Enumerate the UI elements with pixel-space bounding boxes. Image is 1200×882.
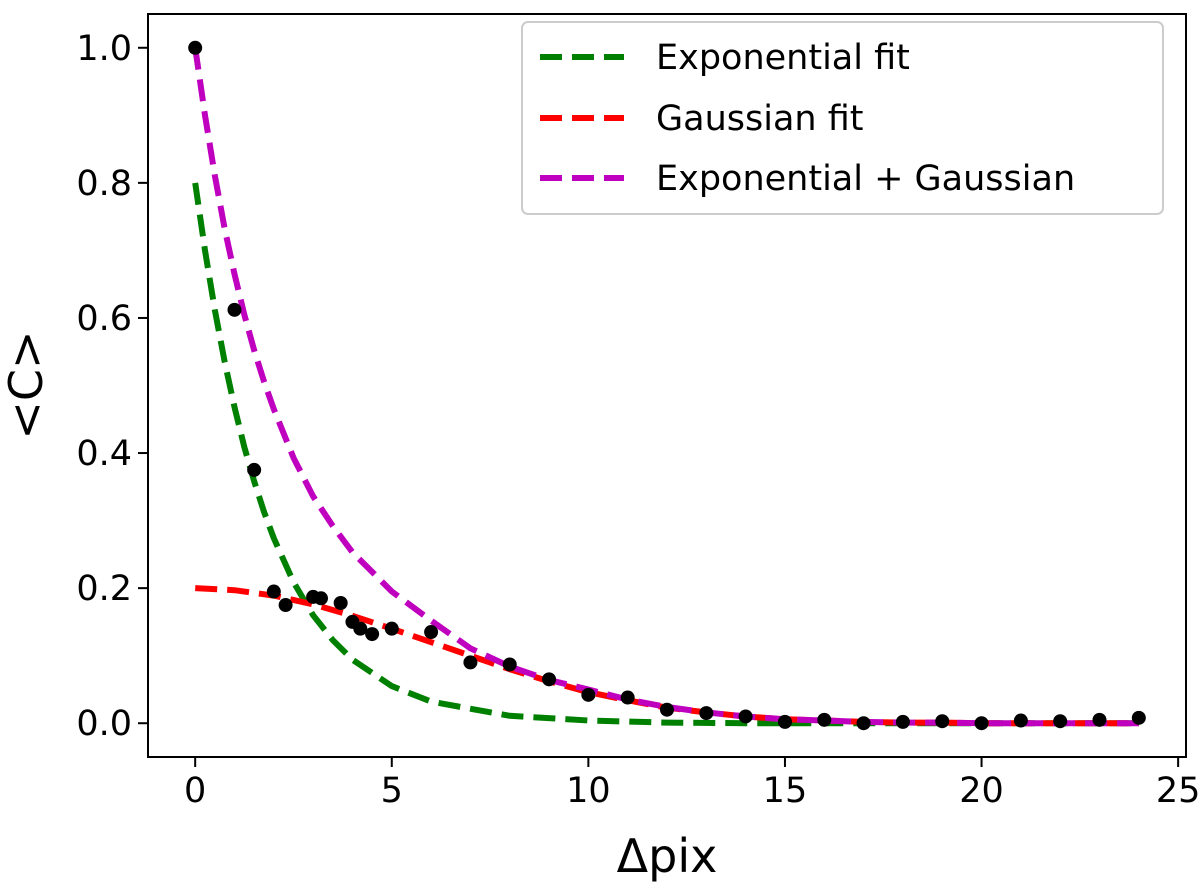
data-point — [1013, 713, 1028, 728]
data-point — [738, 709, 753, 724]
data-point — [581, 687, 596, 702]
y-tick-label: 0.0 — [76, 704, 132, 744]
y-axis-label: <C> — [0, 330, 53, 439]
data-point — [1053, 714, 1068, 729]
data-point — [278, 598, 293, 613]
y-tick-label: 0.8 — [76, 164, 132, 204]
data-point — [188, 40, 203, 55]
data-point — [424, 625, 439, 640]
data-point — [542, 672, 557, 687]
data-point — [502, 657, 517, 672]
data-point — [935, 714, 950, 729]
y-tick-label: 0.6 — [76, 299, 132, 339]
data-point — [660, 702, 674, 717]
data-point — [384, 621, 399, 636]
legend-label: Gaussian fit — [656, 99, 863, 139]
data-point — [365, 627, 380, 642]
y-tick-label: 0.2 — [76, 569, 132, 609]
y-tick-label: 1.0 — [76, 29, 132, 69]
data-point — [620, 690, 635, 705]
data-point — [266, 584, 281, 599]
x-axis-label: Δpix — [617, 829, 718, 882]
x-axis-ticks: 0 5 10 15 20 25 — [184, 757, 1200, 811]
data-point — [1092, 712, 1107, 727]
data-point — [777, 714, 792, 729]
data-point — [817, 712, 832, 727]
y-axis-ticks: 0.0 0.2 0.4 0.6 0.8 1.0 — [76, 29, 148, 744]
legend-label: Exponential fit — [656, 38, 910, 78]
legend: Exponential fit Gaussian fit Exponential +… — [521, 21, 1164, 215]
x-tick-label: 10 — [566, 771, 611, 811]
x-tick-label: 15 — [763, 771, 808, 811]
data-point — [353, 621, 368, 636]
x-tick-label: 25 — [1156, 771, 1200, 811]
x-tick-label: 0 — [184, 771, 206, 811]
series-line-exponential-fit — [192, 182, 1139, 727]
data-point — [314, 591, 328, 606]
data-point — [895, 714, 910, 729]
data-point — [247, 462, 262, 477]
legend-box — [521, 21, 1164, 215]
x-tick-label: 5 — [381, 771, 403, 811]
data-point — [974, 716, 989, 731]
series-line-exponential-gaussian — [192, 47, 1139, 727]
data-point — [1131, 710, 1146, 725]
y-tick-label: 0.4 — [76, 434, 132, 474]
data-point — [699, 706, 714, 721]
data-point — [227, 302, 242, 317]
data-point — [333, 595, 348, 610]
data-point — [856, 716, 871, 731]
data-point — [463, 655, 478, 670]
x-tick-label: 20 — [959, 771, 1004, 811]
plot-frame — [147, 13, 1187, 758]
legend-label: Exponential + Gaussian — [656, 159, 1075, 199]
data-points — [188, 40, 1146, 731]
